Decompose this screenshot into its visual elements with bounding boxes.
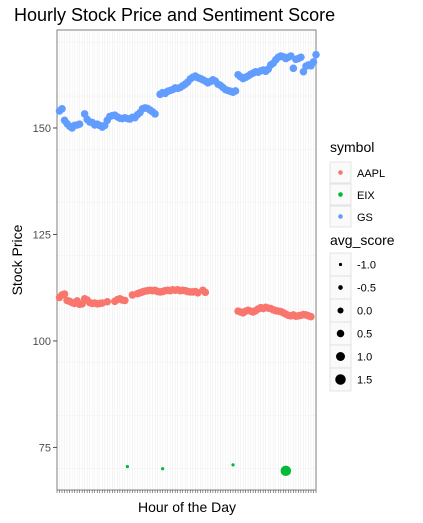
point-aapl (307, 312, 315, 321)
point-gs (151, 110, 159, 118)
point-gs (75, 120, 84, 128)
legend-size-label: 0.5 (357, 329, 372, 341)
legend-size-label: -0.5 (357, 283, 376, 295)
point-aapl (201, 288, 210, 297)
y-tick-label: 150 (33, 123, 51, 135)
plot-panel-border (56, 29, 317, 491)
legend-title-symbol: symbol (330, 139, 374, 155)
y-tick-label: 75 (39, 442, 51, 454)
y-tick-label: 100 (33, 336, 51, 348)
legend-label-aapl: AAPL (357, 168, 385, 180)
legend-label-gs: GS (357, 212, 373, 224)
y-axis-title: Stock Price (9, 224, 25, 295)
point-aapl (103, 297, 112, 306)
point-gs (58, 105, 66, 113)
legend: symbol AAPL EIX GS avg_score -1.0 -0.5 0.0 0.5 1.… (329, 139, 395, 392)
point-eix (125, 464, 130, 469)
legend-label-eix: EIX (357, 190, 375, 202)
legend-size-swatch (335, 374, 346, 385)
axes: 75 100 125 150 (33, 123, 317, 493)
legend-size-label: 0.0 (357, 306, 372, 318)
point-eix (231, 463, 235, 467)
point-eix (280, 465, 292, 477)
legend-swatch-gs (338, 214, 343, 219)
grid-lines (56, 30, 317, 490)
legend-size-label: 1.5 (357, 375, 372, 387)
legend-size-swatch (336, 352, 345, 361)
x-axis-title: Hour of the Day (138, 499, 236, 515)
legend-size-swatch (338, 262, 343, 267)
legend-size-swatch (337, 307, 344, 314)
legend-title-size: avg_score (330, 232, 395, 248)
legend-size-label: 1.0 (357, 352, 372, 364)
point-eix (161, 467, 165, 471)
point-aapl (60, 290, 69, 298)
legend-size-label: -1.0 (357, 260, 376, 272)
data-points (55, 50, 320, 477)
chart-title: Hourly Stock Price and Sentiment Score (14, 5, 336, 25)
point-aapl (121, 296, 129, 305)
point-gs (312, 50, 320, 59)
legend-swatch-aapl (338, 170, 343, 175)
y-tick-label: 125 (33, 229, 51, 241)
point-gs (231, 87, 240, 95)
point-gs (309, 58, 318, 66)
point-gs (297, 53, 305, 62)
point-gs (289, 64, 298, 73)
legend-swatch-eix (338, 192, 343, 197)
legend-size-swatch (338, 285, 343, 290)
legend-size-swatch (336, 329, 345, 338)
